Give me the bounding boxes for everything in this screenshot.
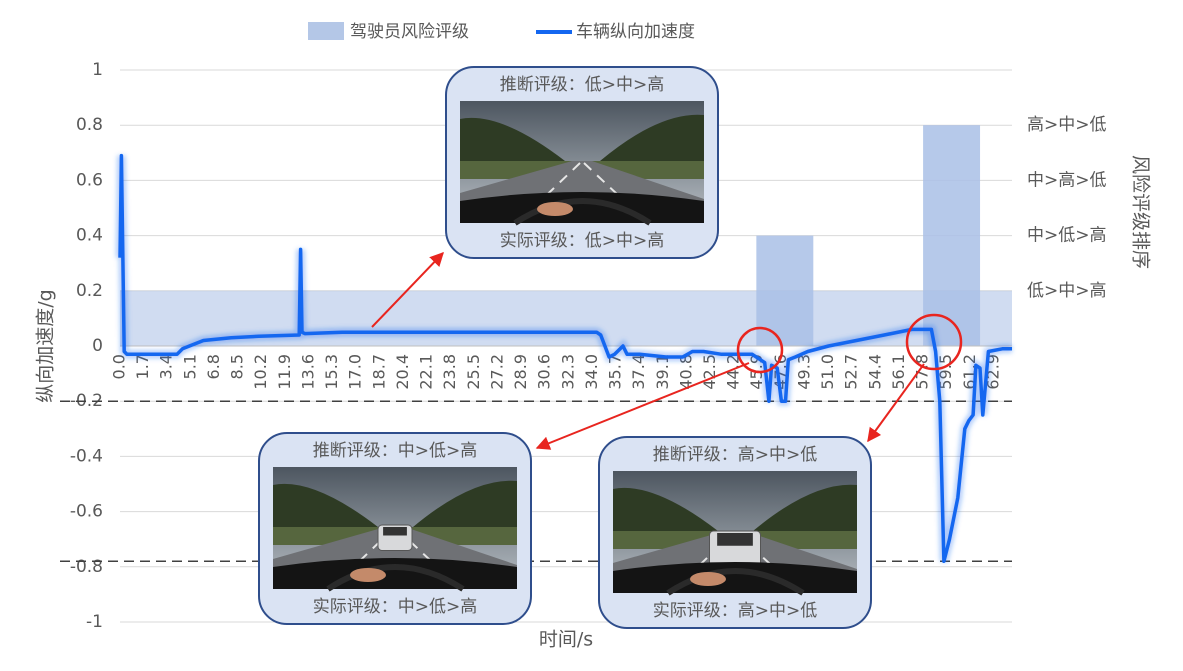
y-tick-label: -1	[86, 612, 103, 632]
x-tick-label: 6.8	[204, 354, 223, 379]
arrow	[535, 362, 750, 450]
x-tick-label: 49.3	[794, 354, 813, 390]
x-tick-label: 51.0	[818, 354, 837, 390]
inferred-rating: 推断评级：中>低>高	[313, 441, 478, 461]
car-window	[383, 527, 407, 536]
x-tick-label: 23.8	[440, 354, 459, 390]
x-tick-label: 52.7	[842, 354, 861, 390]
car-window	[717, 533, 753, 546]
arrow	[867, 363, 925, 443]
dashboard	[460, 192, 704, 223]
y-tick-label: 0.2	[76, 281, 103, 301]
hand	[537, 202, 573, 216]
y-tick-label: 0.6	[76, 170, 103, 190]
trees	[273, 480, 517, 541]
dashboard	[613, 562, 857, 593]
x-tick-label: 13.6	[298, 354, 317, 390]
risk-bar	[923, 125, 981, 346]
x-tick-label: 0.0	[110, 354, 129, 379]
actual-rating: 实际评级：高>中>低	[653, 601, 818, 621]
legend-label: 车辆纵向加速度	[576, 22, 695, 42]
x-tick-label: 40.8	[676, 354, 695, 390]
x-tick-label: 5.1	[180, 354, 199, 379]
y-tick-label: -0.6	[70, 502, 103, 522]
inferred-rating: 推断评级：高>中>低	[653, 445, 818, 465]
y-tick-label: -0.4	[70, 446, 103, 466]
y2-tick-label: 中>高>低	[1027, 170, 1107, 190]
y-tick-label: 0	[92, 336, 103, 356]
x-tick-label: 25.5	[464, 354, 483, 390]
arrow	[371, 251, 444, 328]
y-tick-label: -0.8	[70, 557, 103, 577]
x-tick-label: 10.2	[251, 354, 270, 390]
y-tick-label: 1	[92, 60, 103, 80]
acceleration-line	[118, 153, 1012, 564]
y-tick-label: -0.2	[70, 391, 103, 411]
wheel	[666, 568, 805, 596]
trees	[460, 114, 704, 175]
y2-tick-label: 中>低>高	[1027, 226, 1107, 246]
x-tick-label: 22.1	[417, 354, 436, 390]
highlight-circle	[736, 326, 784, 374]
x-tick-label: 54.4	[865, 354, 884, 390]
x-tick-label: 28.9	[511, 354, 530, 390]
y-axis-label: 纵向加速度/g	[35, 289, 57, 402]
x-tick-label: 18.7	[369, 354, 388, 390]
dashboard	[273, 558, 517, 589]
y2-axis-label: 风险评级排序	[1130, 155, 1152, 269]
x-tick-label: 15.3	[322, 354, 341, 390]
x-tick-label: 3.4	[157, 354, 176, 379]
x-tick-label: 8.5	[228, 354, 247, 379]
x-tick-label: 39.1	[653, 354, 672, 390]
x-tick-label: 11.9	[275, 354, 294, 390]
actual-rating: 实际评级：中>低>高	[313, 597, 478, 617]
legend-swatch	[308, 22, 344, 40]
x-tick-label: 44.2	[724, 354, 743, 390]
x-tick-label: 34.0	[582, 354, 601, 390]
x-tick-label: 42.5	[700, 354, 719, 390]
y-tick-label: 0.8	[76, 115, 103, 135]
x-tick-label: 56.1	[889, 354, 908, 390]
x-axis-label: 时间/s	[539, 629, 593, 651]
y-tick-label: 0.4	[76, 226, 103, 246]
hand	[690, 572, 726, 586]
wheel	[326, 564, 465, 592]
y2-tick-label: 高>中>低	[1027, 115, 1107, 135]
x-tick-label: 37.4	[629, 354, 648, 390]
highlight-circle	[905, 313, 963, 371]
actual-rating: 实际评级：低>中>高	[500, 231, 665, 251]
x-tick-label: 35.7	[606, 354, 625, 390]
x-tick-label: 1.7	[133, 354, 152, 379]
x-tick-label: 32.3	[558, 354, 577, 390]
hand	[350, 568, 386, 582]
trees	[613, 484, 857, 545]
wheel	[513, 198, 652, 226]
x-tick-label: 27.2	[487, 354, 506, 390]
x-tick-label: 17.0	[346, 354, 365, 390]
y2-tick-label: 低>中>高	[1027, 281, 1107, 301]
x-tick-label: 57.8	[913, 354, 932, 390]
legend-label: 驾驶员风险评级	[350, 22, 469, 42]
x-tick-label: 30.6	[535, 354, 554, 390]
x-tick-label: 20.4	[393, 354, 412, 390]
inferred-rating: 推断评级：低>中>高	[500, 75, 665, 95]
